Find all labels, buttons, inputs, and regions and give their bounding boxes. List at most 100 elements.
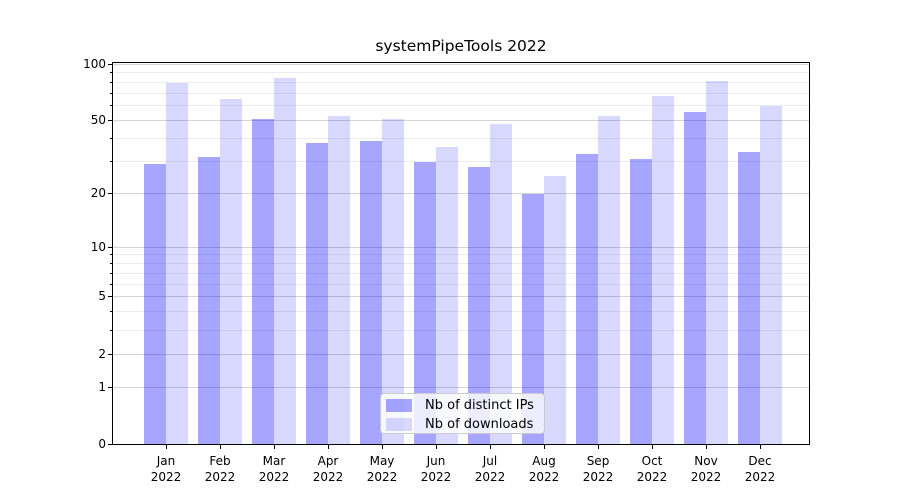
x-tick-aug bbox=[543, 444, 545, 449]
x-tick-month-mar: Mar bbox=[262, 453, 286, 468]
y-minortick-70 bbox=[110, 92, 113, 94]
gridline-major-10 bbox=[112, 246, 810, 248]
x-tick-year-oct: 2022 bbox=[636, 470, 668, 484]
legend-label-distinct-ips: Nb of distinct IPs bbox=[425, 397, 534, 413]
x-tick-label-may: May 2022 bbox=[355, 453, 409, 486]
bar-ips-sep bbox=[576, 154, 598, 445]
x-tick-month-oct: Oct bbox=[641, 453, 663, 468]
gridline-minor-80 bbox=[112, 82, 810, 84]
y-tick-label-100: 100 bbox=[83, 56, 106, 71]
y-minortick-80 bbox=[110, 82, 113, 84]
bar-ips-jun bbox=[414, 161, 436, 445]
gridline-minor-30 bbox=[112, 161, 810, 163]
gridline-minor-8 bbox=[112, 263, 810, 265]
x-tick-label-aug: Aug 2022 bbox=[517, 453, 571, 486]
x-tick-label-feb: Feb 2022 bbox=[193, 453, 247, 486]
legend: Nb of distinct IPs Nb of downloads bbox=[380, 392, 545, 434]
x-tick-label-sep: Sep 2022 bbox=[571, 453, 625, 486]
y-minortick-7 bbox=[110, 272, 113, 274]
y-tick-10 bbox=[108, 246, 113, 248]
bar-ips-mar bbox=[252, 119, 274, 445]
x-tick-year-mar: 2022 bbox=[258, 470, 290, 484]
x-tick-month-may: May bbox=[369, 453, 395, 468]
chart-title: systemPipeTools 2022 bbox=[375, 37, 547, 55]
bar-downloads-aug bbox=[544, 176, 566, 445]
bar-downloads-jun bbox=[436, 147, 458, 445]
x-tick-may bbox=[381, 444, 383, 449]
x-tick-sep bbox=[597, 444, 599, 449]
x-tick-dec bbox=[759, 444, 761, 449]
bar-downloads-jan bbox=[166, 82, 188, 445]
y-tick-label-10: 10 bbox=[90, 239, 106, 254]
bar-ips-jul bbox=[468, 167, 490, 445]
bar-ips-nov bbox=[684, 111, 706, 445]
x-tick-year-aug: 2022 bbox=[528, 470, 560, 484]
bar-ips-may bbox=[360, 140, 382, 445]
x-tick-year-feb: 2022 bbox=[204, 470, 236, 484]
bar-ips-jan bbox=[144, 164, 166, 445]
y-minortick-8 bbox=[110, 263, 113, 265]
y-minortick-9 bbox=[110, 254, 113, 256]
x-tick-year-may: 2022 bbox=[366, 470, 398, 484]
legend-item-distinct-ips: Nb of distinct IPs bbox=[386, 397, 544, 413]
x-tick-year-jun: 2022 bbox=[420, 470, 452, 484]
x-tick-year-apr: 2022 bbox=[312, 470, 344, 484]
bar-downloads-sep bbox=[598, 115, 620, 445]
y-minortick-60 bbox=[110, 105, 113, 107]
y-tick-5 bbox=[108, 296, 113, 298]
bar-downloads-may bbox=[382, 119, 404, 445]
bar-ips-apr bbox=[306, 142, 328, 445]
gridline-major-1 bbox=[112, 386, 810, 388]
gridline-major-100 bbox=[112, 63, 810, 65]
y-tick-label-50: 50 bbox=[90, 113, 106, 128]
x-tick-label-mar: Mar 2022 bbox=[247, 453, 301, 486]
x-tick-month-nov: Nov bbox=[694, 453, 718, 468]
y-tick-100 bbox=[108, 63, 113, 65]
gridline-minor-7 bbox=[112, 272, 810, 274]
gridline-major-20 bbox=[112, 193, 810, 195]
bar-downloads-feb bbox=[220, 99, 242, 445]
y-tick-20 bbox=[108, 193, 113, 195]
y-tick-0 bbox=[108, 444, 113, 445]
bar-ips-aug bbox=[522, 193, 544, 445]
x-tick-label-nov: Nov 2022 bbox=[679, 453, 733, 486]
x-tick-oct bbox=[651, 444, 653, 449]
x-tick-month-apr: Apr bbox=[317, 453, 339, 468]
bar-ips-oct bbox=[630, 159, 652, 445]
x-tick-jul bbox=[489, 444, 491, 449]
x-tick-year-nov: 2022 bbox=[690, 470, 722, 484]
gridline-minor-6 bbox=[112, 283, 810, 285]
x-tick-mar bbox=[273, 444, 275, 449]
gridline-minor-40 bbox=[112, 138, 810, 140]
y-tick-label-1: 1 bbox=[98, 379, 106, 394]
legend-item-downloads: Nb of downloads bbox=[386, 416, 544, 432]
y-minortick-30 bbox=[110, 161, 113, 163]
x-tick-year-sep: 2022 bbox=[582, 470, 614, 484]
bar-downloads-oct bbox=[652, 95, 674, 445]
y-minortick-90 bbox=[110, 72, 113, 74]
x-tick-feb bbox=[219, 444, 221, 449]
gridline-minor-70 bbox=[112, 92, 810, 94]
x-tick-month-jul: Jul bbox=[482, 453, 498, 468]
x-tick-nov bbox=[705, 444, 707, 449]
x-tick-label-jan: Jan 2022 bbox=[139, 453, 193, 486]
x-tick-month-dec: Dec bbox=[748, 453, 772, 468]
x-tick-year-dec: 2022 bbox=[744, 470, 776, 484]
bar-downloads-dec bbox=[760, 105, 782, 445]
y-tick-label-2: 2 bbox=[98, 346, 106, 361]
bar-ips-dec bbox=[738, 151, 760, 445]
legend-label-downloads: Nb of downloads bbox=[425, 416, 534, 432]
x-tick-label-apr: Apr 2022 bbox=[301, 453, 355, 486]
x-tick-label-jul: Jul 2022 bbox=[463, 453, 517, 486]
gridline-minor-3 bbox=[112, 329, 810, 331]
x-tick-month-jun: Jun bbox=[426, 453, 446, 468]
x-tick-apr bbox=[327, 444, 329, 449]
bar-downloads-jul bbox=[490, 123, 512, 445]
x-tick-month-feb: Feb bbox=[209, 453, 231, 468]
y-minortick-40 bbox=[110, 138, 113, 140]
y-tick-50 bbox=[108, 120, 113, 122]
bar-downloads-nov bbox=[706, 80, 728, 445]
legend-swatch-downloads bbox=[386, 417, 412, 431]
x-tick-label-oct: Oct 2022 bbox=[625, 453, 679, 486]
